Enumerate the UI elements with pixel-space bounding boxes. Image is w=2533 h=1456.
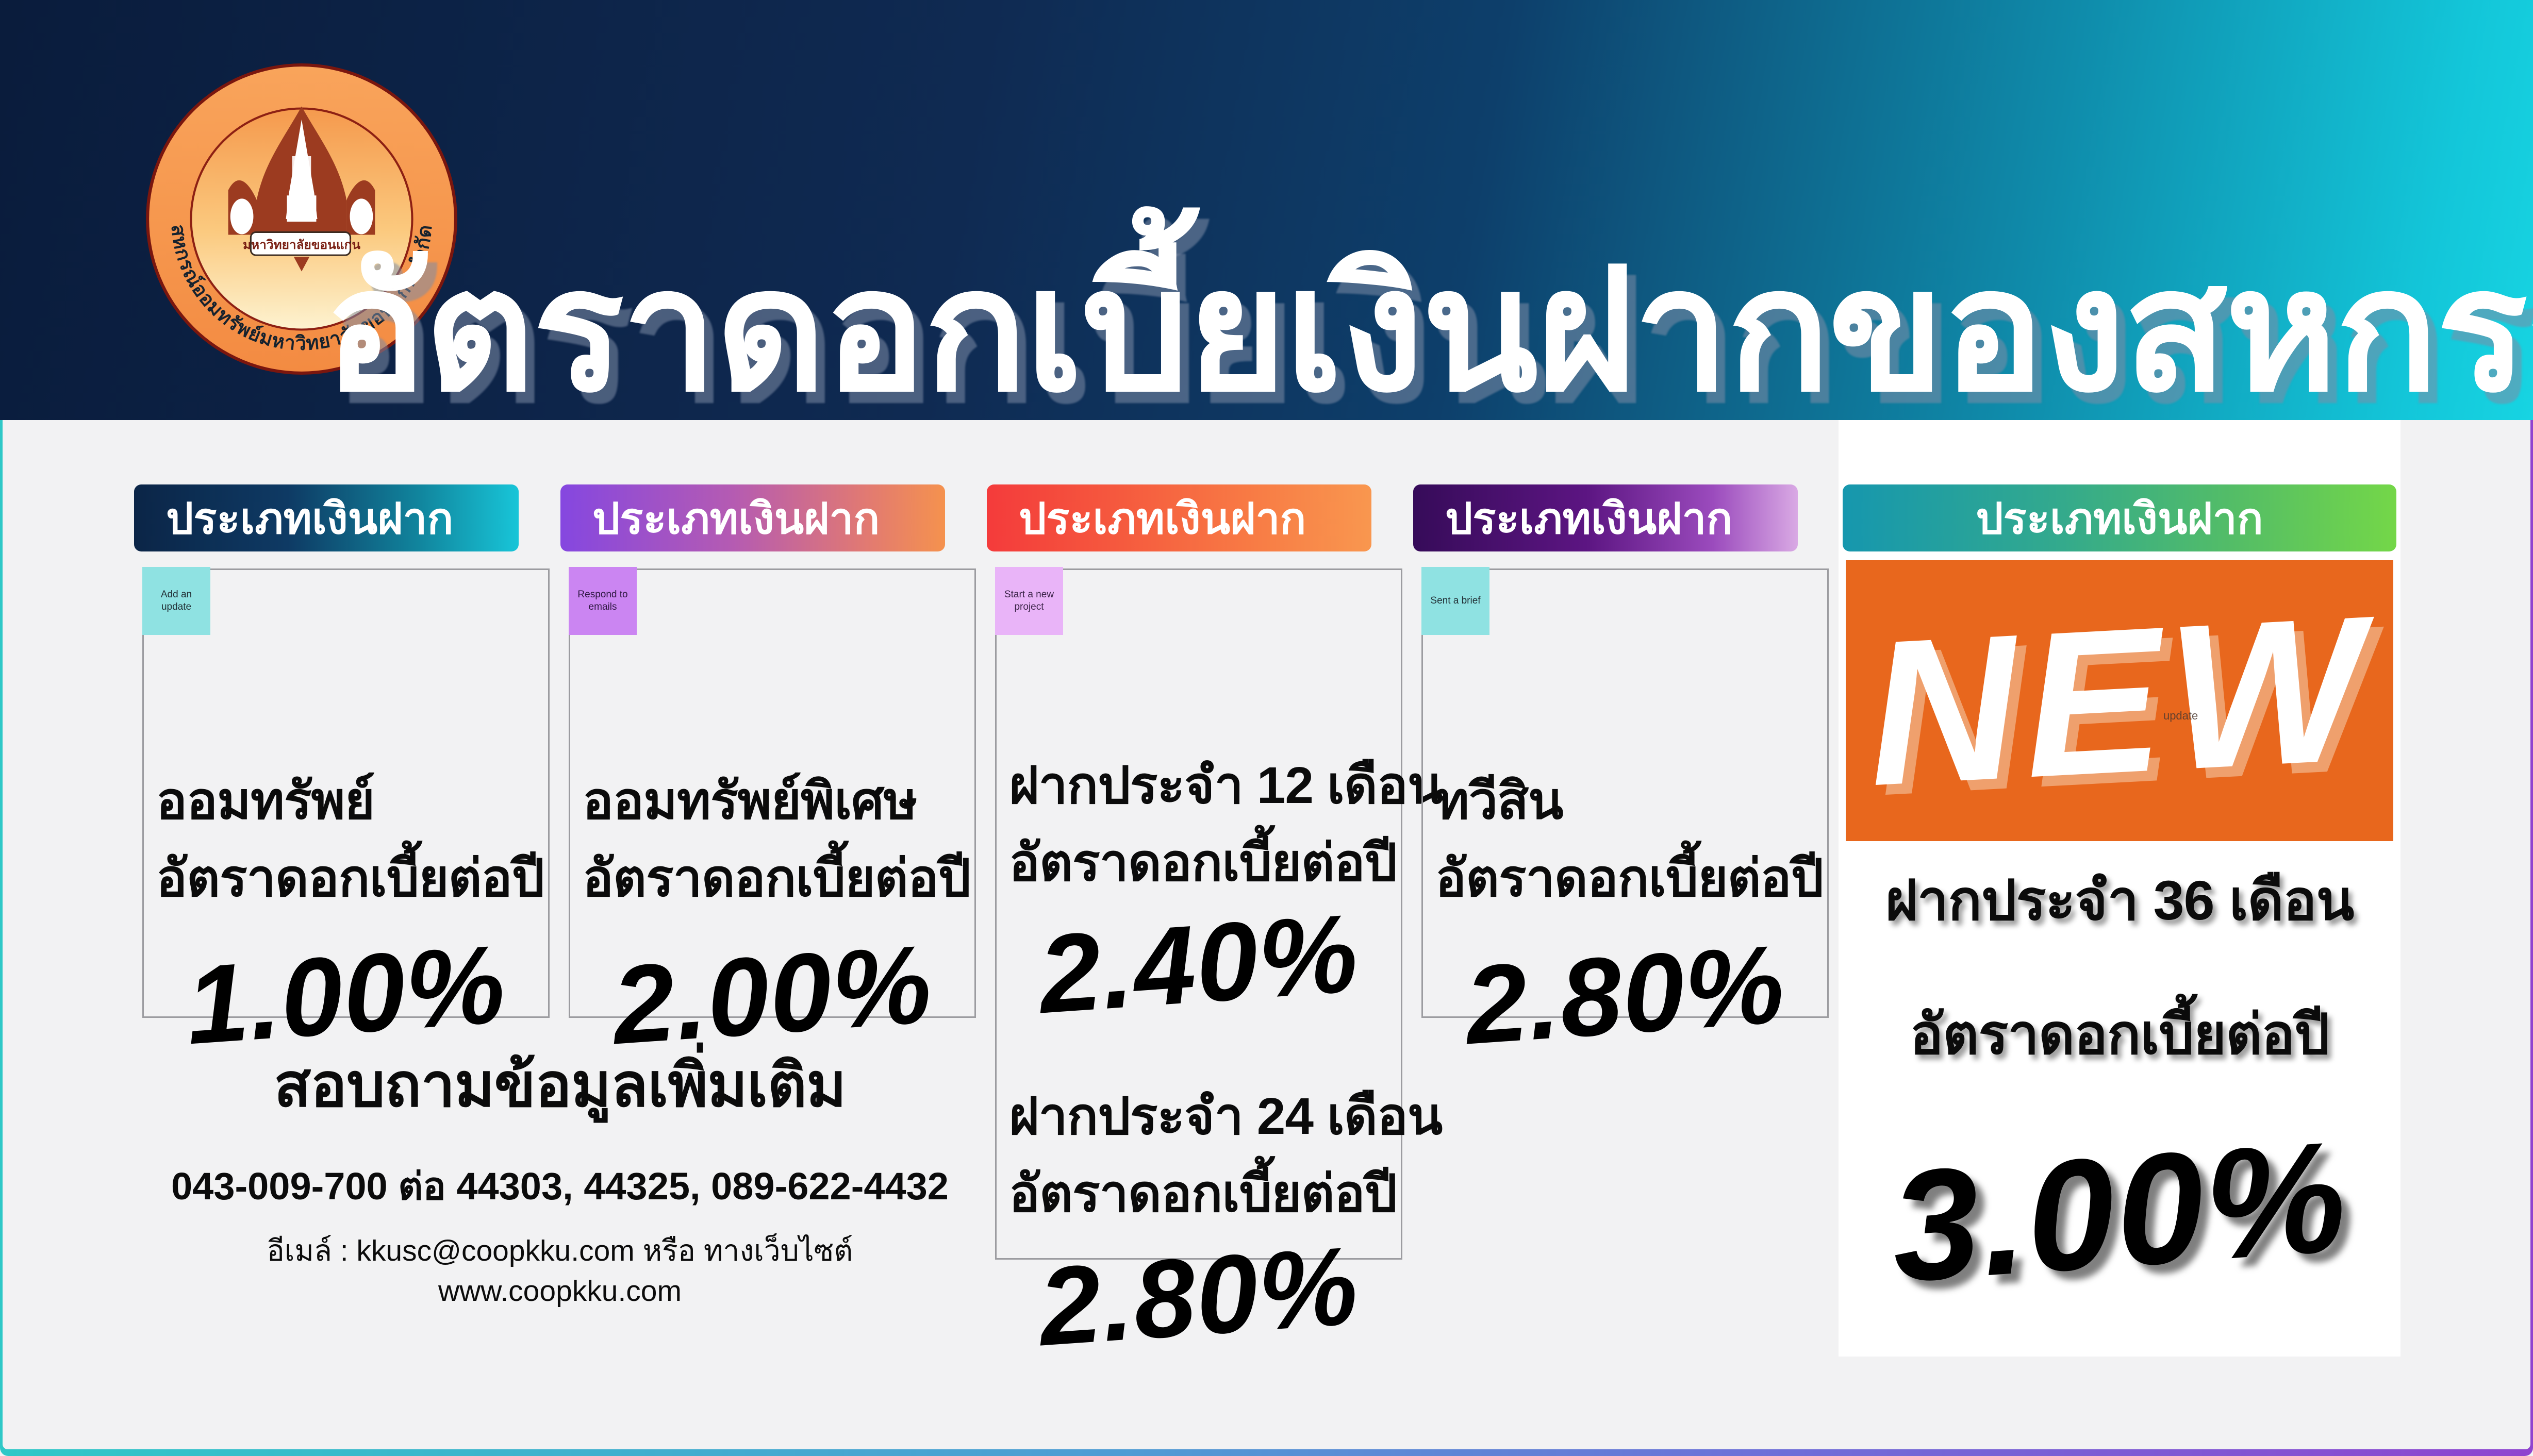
column1-header-pill: ประเภทเงินฝาก bbox=[134, 484, 519, 551]
contact-phone: 043-009-700 ต่อ 44303, 44325, 089-622-44… bbox=[171, 1165, 949, 1208]
contact-email: อีเมล์ : kkusc@coopkku.com หรือ ทางเว็บไ… bbox=[267, 1234, 853, 1308]
sticky-note: Start a new project bbox=[995, 567, 1063, 635]
featured-header-pill: ประเภทเงินฝาก bbox=[1843, 484, 2396, 551]
deposit-title: ฝากประจำ 24 เดือน bbox=[1009, 1087, 1443, 1145]
page-title: อัตราดอกเบี้ยเงินฝากของสหกรณ์ bbox=[324, 235, 2533, 426]
deposit-title: ออมทรัพย์ bbox=[156, 772, 375, 830]
column3-header-pill: ประเภทเงินฝาก bbox=[987, 484, 1371, 551]
logo-banner-text: มหาวิทยาลัยขอนแก่น bbox=[243, 238, 360, 252]
column2-panel: Respond to emails ออมทรัพย์พิเศษ อัตราดอ… bbox=[569, 567, 976, 1067]
coop-logo: มหาวิทยาลัยขอนแก่น สหกรณ์ออมทรัพย์มหาวิท… bbox=[144, 52, 459, 387]
body-content: ประเภทเงินฝาก Add an update ออมทรัพย์ อั… bbox=[3, 420, 2530, 1449]
column1-panel: Add an update ออมทรัพย์ อัตราดอกเบี้ยต่อ… bbox=[142, 567, 550, 1067]
column3-panel: Start a new project ฝากประจำ 12 เดือน อั… bbox=[995, 567, 1443, 1369]
coop-seal-icon: มหาวิทยาลัยขอนแก่น สหกรณ์ออมทรัพย์มหาวิท… bbox=[146, 63, 457, 375]
contact-heading: สอบถามข้อมูลเพิ่มเติม bbox=[274, 1051, 847, 1119]
contact-block: สอบถามข้อมูลเพิ่มเติม 043-009-700 ต่อ 44… bbox=[142, 1036, 978, 1308]
deposit-subtitle: อัตราดอกเบี้ยต่อปี bbox=[1009, 1165, 1397, 1223]
deposit-subtitle: อัตราดอกเบี้ยต่อปี bbox=[583, 849, 971, 907]
deposit-rate: 2.40% bbox=[1035, 890, 1363, 1037]
deposit-subtitle: อัตราดอกเบี้ยต่อปี bbox=[1435, 849, 1824, 907]
university-emblem-icon: มหาวิทยาลัยขอนแก่น bbox=[228, 106, 375, 272]
column2-header-pill: ประเภทเงินฝาก bbox=[560, 484, 945, 551]
new-banner: NEW update bbox=[1846, 560, 2393, 841]
sticky-note: Sent a brief bbox=[1421, 567, 1489, 635]
sticky-note: Respond to emails bbox=[569, 567, 637, 635]
featured-card: ประเภทเงินฝาก NEW update ฝากประจำ 36 เดื… bbox=[1839, 420, 2400, 1357]
column4-panel: Sent a brief ทวีสิน อัตราดอกเบี้ยต่อปี 2… bbox=[1421, 567, 1829, 1067]
deposit-title: ฝากประจำ 12 เดือน bbox=[1009, 757, 1443, 814]
featured-subtitle: อัตราดอกเบี้ยต่อปี bbox=[1910, 1003, 2329, 1065]
column4-header-pill: ประเภทเงินฝาก bbox=[1413, 484, 1798, 551]
hero-banner: มหาวิทยาลัยขอนแก่น สหกรณ์ออมทรัพย์มหาวิท… bbox=[0, 0, 2533, 425]
sticky-note: Add an update bbox=[142, 567, 210, 635]
deposit-rate: 2.80% bbox=[1035, 1223, 1363, 1369]
deposit-subtitle: อัตราดอกเบี้ยต่อปี bbox=[156, 849, 544, 907]
deposit-title: ออมทรัพย์พิเศษ bbox=[583, 772, 918, 830]
featured-title: ฝากประจำ 36 เดือน bbox=[1885, 869, 2355, 931]
deposit-rate: 2.80% bbox=[1461, 921, 1789, 1068]
deposit-subtitle: อัตราดอกเบี้ยต่อปี bbox=[1009, 834, 1397, 892]
new-badge: NEW bbox=[1862, 572, 2377, 829]
leftover-note-text: update bbox=[2163, 709, 2198, 722]
body-frame: ประเภทเงินฝาก Add an update ออมทรัพย์ อั… bbox=[0, 420, 2533, 1456]
deposit-title: ทวีสิน bbox=[1435, 772, 1563, 830]
featured-rate: 3.00% bbox=[1885, 1108, 2354, 1315]
